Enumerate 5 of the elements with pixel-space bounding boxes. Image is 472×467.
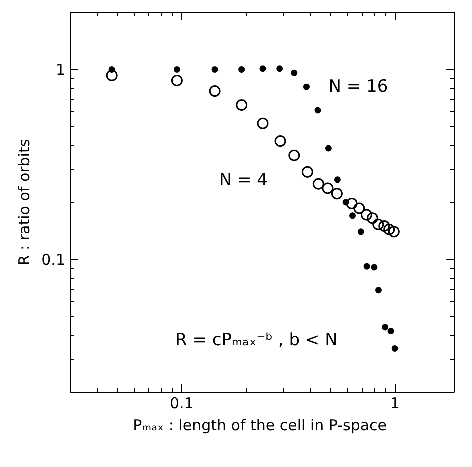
y-axis-title: R : ratio of orbits [16,139,34,266]
series-label: N = 4 [219,170,268,191]
x-axis-title: Pₘₐₓ : length of the cell in P-space [133,416,388,434]
annotation: R = cPₘₐₓ⁻ᵇ , b < N [176,330,338,350]
series-label: N = 16 [328,77,388,98]
